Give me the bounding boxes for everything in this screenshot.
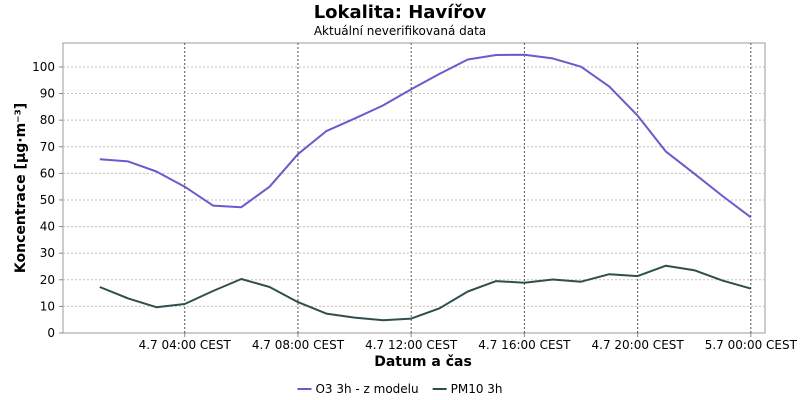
x-tick-label: 4.7 20:00 CEST [592, 338, 685, 352]
y-tick-label: 70 [40, 140, 55, 154]
y-tick-label: 30 [40, 246, 55, 260]
x-tick-label: 4.7 16:00 CEST [478, 338, 571, 352]
series-line-2 [99, 264, 752, 322]
y-tick-label: 10 [40, 299, 55, 313]
x-tick-label: 4.7 08:00 CEST [252, 338, 345, 352]
y-tick-label: 100 [32, 60, 55, 74]
legend: O3 3h - z modelu PM10 3h [297, 382, 503, 396]
x-tick-label: 4.7 04:00 CEST [139, 338, 232, 352]
legend-label: O3 3h - z modelu [315, 382, 418, 396]
series-lines [99, 53, 752, 322]
chart-subtitle: Aktuální neverifikovaná data [314, 24, 486, 38]
y-tick-label: 40 [40, 220, 55, 234]
y-axis-label: Koncentrace [µg·m⁻³] [13, 103, 29, 273]
legend-label: PM10 3h [451, 382, 503, 396]
y-tick-label: 60 [40, 166, 55, 180]
y-tick-label: 20 [40, 273, 55, 287]
chart-title: Lokalita: Havířov [314, 2, 487, 23]
x-axis-ticks: 4.7 04:00 CEST 4.7 08:00 CEST 4.7 12:00 CE… [139, 333, 798, 352]
x-tick-label: 5.7 00:00 CEST [705, 338, 798, 352]
y-tick-label: 50 [40, 193, 55, 207]
y-axis-ticks: 0 10 20 30 40 50 60 70 80 90 100 [32, 60, 63, 340]
plot-area [62, 42, 766, 334]
y-tick-label: 80 [40, 113, 55, 127]
x-gridlines [184, 43, 752, 333]
x-tick-label: 4.7 12:00 CEST [365, 338, 458, 352]
y-tick-label: 90 [40, 87, 55, 101]
y-gridlines [63, 66, 765, 307]
x-axis-label: Datum a čas [374, 354, 472, 370]
series-line-1 [99, 53, 752, 219]
y-tick-label: 0 [47, 326, 55, 340]
